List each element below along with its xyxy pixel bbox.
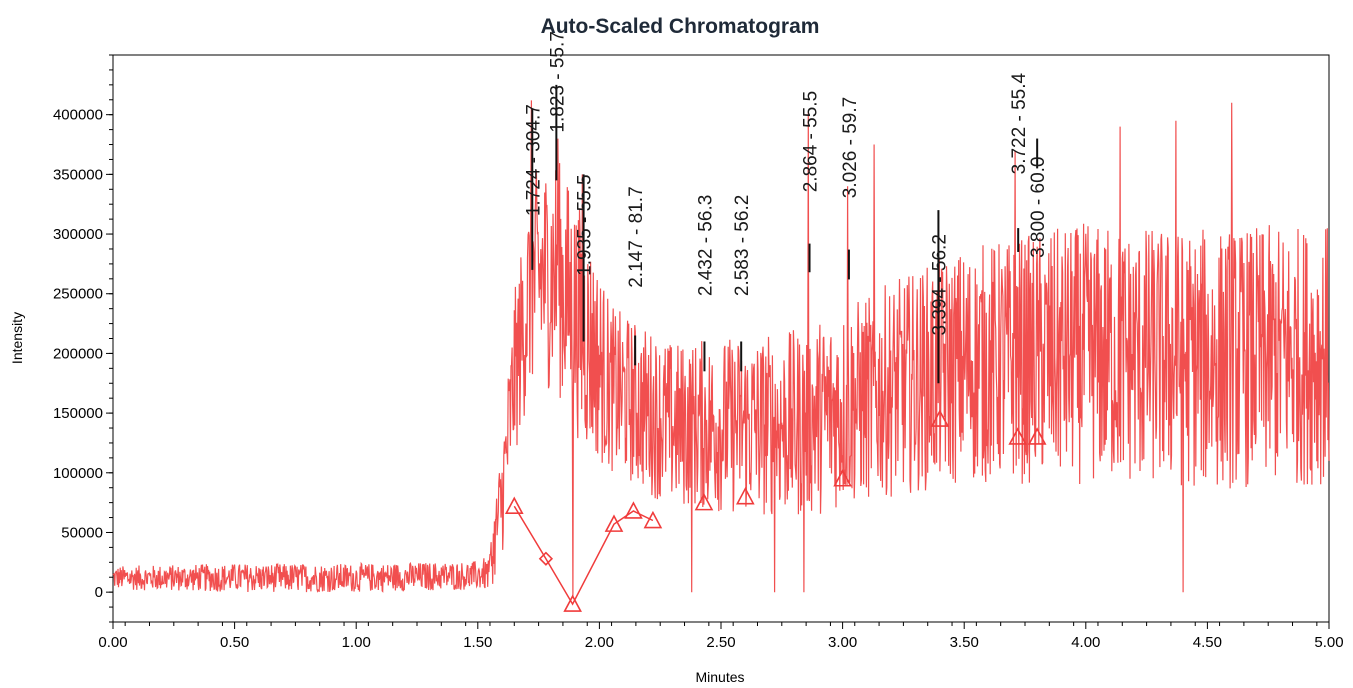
peak-label: 2.432 - 56.3 bbox=[695, 195, 716, 296]
y-tick-label: 350000 bbox=[53, 166, 103, 183]
baseline-diamond-marker bbox=[538, 551, 554, 566]
peak-label-layer: 1.724 - 304.71.823 - 55.7 1.935 - 55.5 2.1… bbox=[523, 31, 1049, 384]
baseline-triangle-marker bbox=[1027, 427, 1047, 445]
peak-label: 1.724 - 304.7 bbox=[523, 104, 544, 216]
peak-label: 3.722 - 55.4 bbox=[1009, 73, 1030, 175]
baseline-triangle-marker bbox=[643, 510, 663, 529]
x-tick-label: 0.50 bbox=[220, 634, 249, 651]
x-tick-label: 4.00 bbox=[1071, 634, 1100, 651]
y-tick-label: 150000 bbox=[53, 405, 103, 422]
y-tick-label: 250000 bbox=[53, 286, 103, 303]
x-tick-label: 3.50 bbox=[950, 634, 979, 651]
baseline-triangle-marker bbox=[930, 409, 950, 427]
baseline-connector bbox=[513, 505, 654, 606]
baseline-triangle-marker bbox=[1008, 427, 1028, 445]
x-tick-label: 2.00 bbox=[585, 634, 614, 651]
trace-layer bbox=[112, 100, 1330, 599]
baseline-triangle-marker bbox=[504, 496, 524, 515]
x-tick-label: 1.00 bbox=[342, 634, 371, 651]
peak-label: 3.800 - 60.0 bbox=[1028, 157, 1049, 258]
y-axis-label: Intensity bbox=[9, 312, 25, 364]
chart-title: Auto-Scaled Chromatogram bbox=[541, 15, 820, 38]
x-tick-label: 0.00 bbox=[98, 634, 127, 651]
axis-layer: 0.00 0.50 1.00 1.50 2.00 2.50 3.00 3.50 4.00 4.50… bbox=[53, 54, 1344, 651]
chromatogram-trace bbox=[112, 100, 1330, 599]
y-tick-label: 100000 bbox=[53, 465, 103, 482]
x-tick-label: 5.00 bbox=[1314, 634, 1343, 651]
peak-label: 3.026 - 59.7 bbox=[840, 97, 861, 198]
peak-label: 3.394 - 56.2 bbox=[929, 234, 950, 335]
x-tick-label: 3.00 bbox=[828, 634, 857, 651]
peak-label: 2.864 - 55.5 bbox=[801, 91, 822, 192]
baseline-triangle-marker bbox=[624, 501, 643, 519]
baseline-triangle-marker bbox=[563, 594, 582, 612]
y-tick-label: 200000 bbox=[53, 345, 103, 362]
y-tick-label: 300000 bbox=[53, 226, 103, 243]
y-tick-label: 50000 bbox=[61, 524, 103, 541]
peak-label: 1.823 - 55.7 bbox=[547, 31, 568, 132]
baseline-triangle-marker bbox=[735, 486, 755, 505]
baseline-triangle-marker bbox=[604, 514, 624, 532]
baseline-triangle-marker bbox=[833, 469, 852, 487]
peak-label: 2.583 - 56.2 bbox=[732, 195, 753, 296]
peak-label: 2.147 - 81.7 bbox=[626, 186, 647, 287]
x-tick-label: 2.50 bbox=[706, 634, 735, 651]
y-tick-label: 0 bbox=[95, 584, 103, 601]
baseline-marker-layer bbox=[504, 409, 1047, 612]
x-tick-label: 4.50 bbox=[1193, 634, 1222, 651]
x-tick-label: 1.50 bbox=[463, 634, 492, 651]
baseline-triangle-marker bbox=[694, 492, 714, 511]
y-tick-label: 400000 bbox=[53, 107, 103, 124]
x-axis-label: Minutes bbox=[695, 669, 744, 685]
peak-label: 1.935 - 55.5 bbox=[575, 174, 596, 275]
